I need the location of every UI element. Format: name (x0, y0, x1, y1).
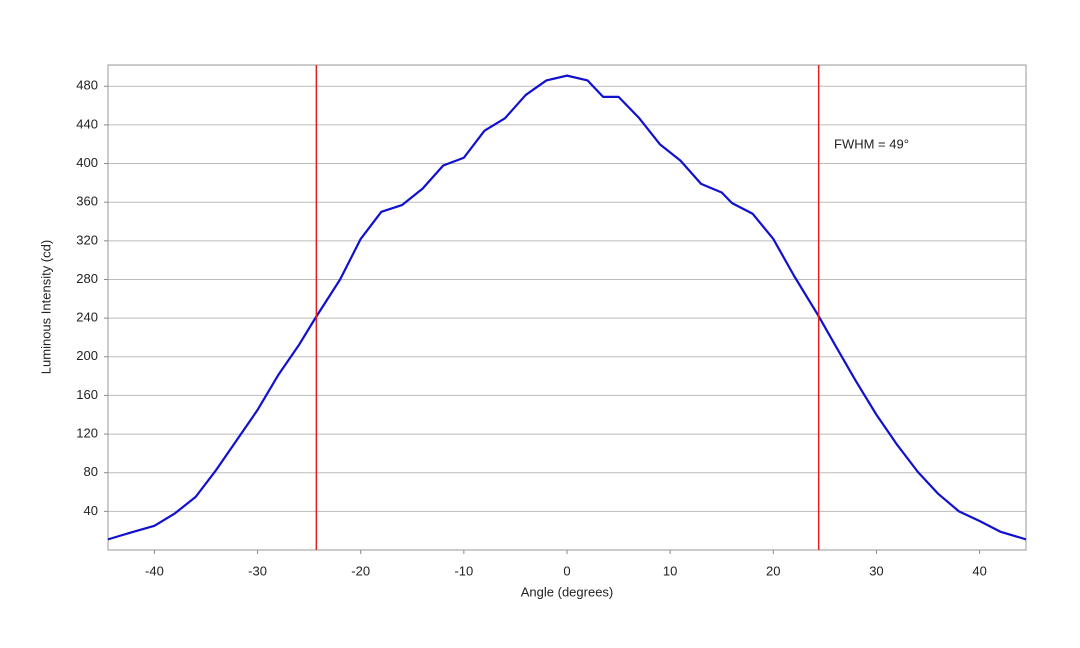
x-tick-label: 40 (972, 563, 986, 578)
y-axis-label: Luminous Intensity (cd) (38, 240, 53, 374)
x-tick-label: 20 (766, 563, 780, 578)
y-tick-label: 360 (76, 194, 98, 209)
y-tick-label: 40 (84, 503, 98, 518)
x-tick-label: -20 (351, 563, 370, 578)
x-tick-label: -10 (454, 563, 473, 578)
y-tick-label: 240 (76, 310, 98, 325)
y-tick-label: 200 (76, 348, 98, 363)
y-tick-label: 120 (76, 426, 98, 441)
y-tick-label: 480 (76, 78, 98, 93)
x-tick-label: 0 (563, 563, 570, 578)
x-tick-label: 10 (663, 563, 677, 578)
y-tick-label: 160 (76, 387, 98, 402)
y-tick-label: 320 (76, 232, 98, 247)
x-tick-label: -40 (145, 563, 164, 578)
y-tick-label: 400 (76, 155, 98, 170)
annotation: FWHM = 49° (834, 136, 909, 151)
plot-frame (107, 64, 1027, 551)
y-tick-label: 80 (84, 464, 98, 479)
x-tick-label: 30 (869, 563, 883, 578)
x-tick-label: -30 (248, 563, 267, 578)
y-tick-label: 440 (76, 116, 98, 131)
y-tick-label: 280 (76, 271, 98, 286)
x-axis-label: Angle (degrees) (521, 584, 614, 599)
data-line (107, 74, 1027, 541)
